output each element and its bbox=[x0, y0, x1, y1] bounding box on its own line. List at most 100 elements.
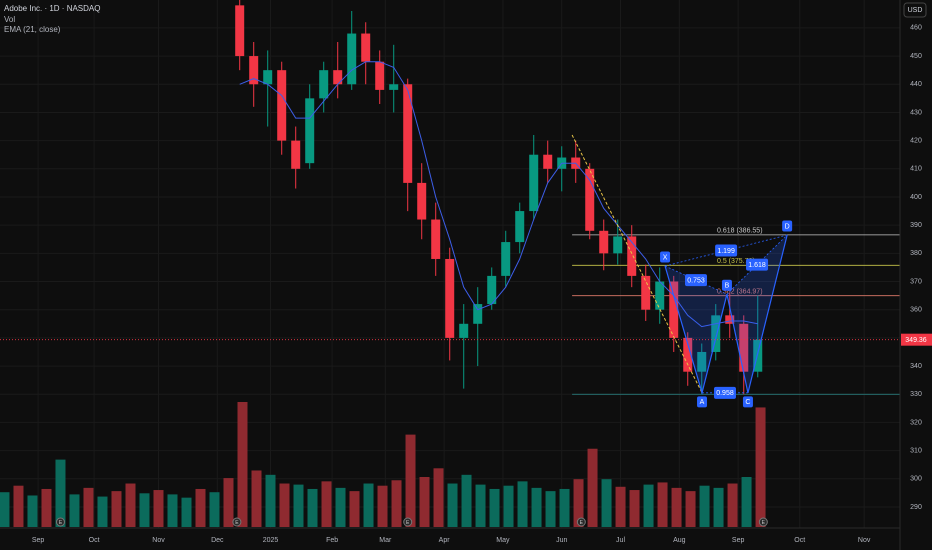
x-tick-label: May bbox=[496, 537, 510, 544]
y-tick-label: 370 bbox=[910, 278, 922, 285]
volume-bar bbox=[531, 487, 542, 527]
candle-body bbox=[473, 304, 483, 324]
candle-body bbox=[235, 5, 245, 57]
volume-bar bbox=[181, 497, 192, 527]
volume-bar bbox=[153, 490, 164, 527]
candle-body bbox=[319, 70, 329, 99]
currency-box[interactable] bbox=[903, 2, 927, 18]
candle-body bbox=[403, 84, 413, 183]
x-tick-label: 2025 bbox=[263, 537, 279, 544]
volume-bar bbox=[195, 488, 206, 527]
currency[interactable]: USD bbox=[908, 7, 923, 14]
candle-body bbox=[361, 33, 371, 62]
candle-body bbox=[711, 315, 721, 352]
overlays: 0.753 1.199 1.618 0.958 X A B C D bbox=[0, 134, 900, 408]
fib-label: 0.5 (375.76) bbox=[717, 258, 755, 265]
volume-bar bbox=[559, 488, 570, 527]
candle-body bbox=[487, 275, 497, 305]
candle-body bbox=[627, 236, 637, 276]
x-tick-label: Dec bbox=[211, 537, 224, 544]
candle-body bbox=[263, 70, 273, 85]
point-label: C bbox=[745, 399, 750, 406]
point-box bbox=[660, 251, 671, 263]
candle-body bbox=[305, 98, 315, 164]
indicator-vol: Vol bbox=[4, 15, 15, 24]
volume-bar bbox=[727, 483, 738, 527]
volume-bar bbox=[391, 480, 402, 527]
y-tick-label: 360 bbox=[910, 307, 922, 314]
volume-bar bbox=[237, 402, 248, 527]
y-tick-label: 330 bbox=[910, 391, 922, 398]
volume-bar bbox=[265, 474, 276, 527]
volume-bar bbox=[405, 434, 416, 527]
candle-body bbox=[375, 61, 385, 90]
volume-bar bbox=[377, 485, 388, 527]
y-tick-label: 380 bbox=[910, 250, 922, 257]
volume-bar bbox=[713, 487, 724, 527]
volume-bar bbox=[0, 492, 10, 527]
volume-bar bbox=[13, 485, 24, 527]
volume-bar bbox=[573, 479, 584, 527]
candle-body bbox=[529, 154, 539, 212]
point-label: D bbox=[785, 223, 790, 230]
volume-bar bbox=[307, 488, 318, 527]
x-tick-label: Jun bbox=[556, 537, 567, 544]
point-box bbox=[721, 279, 732, 291]
volume-bar bbox=[601, 479, 612, 527]
x-tick-label: Aug bbox=[673, 537, 686, 544]
x-tick-label: Mar bbox=[379, 537, 392, 544]
y-tick-label: 290 bbox=[910, 504, 922, 511]
pattern-fill bbox=[665, 266, 727, 393]
volume-bar bbox=[55, 459, 66, 527]
candle-body bbox=[347, 33, 357, 85]
ratio-box bbox=[715, 244, 738, 257]
ratio-label: 0.753 bbox=[687, 277, 705, 284]
y-tick-label: 390 bbox=[910, 222, 922, 229]
volume-bar bbox=[671, 487, 682, 527]
candle-body bbox=[697, 351, 707, 372]
volume-bar bbox=[97, 496, 108, 527]
candle-body bbox=[739, 323, 749, 372]
candle-body bbox=[683, 337, 693, 372]
candle-body bbox=[333, 70, 343, 85]
fib-label: 0.618 (386.55) bbox=[717, 228, 763, 235]
candle-body bbox=[277, 70, 287, 141]
earnings-label: E bbox=[580, 520, 584, 526]
volume-bar bbox=[293, 484, 304, 527]
volume-bar bbox=[41, 488, 52, 527]
point-box bbox=[697, 396, 708, 408]
volume-bar bbox=[433, 468, 444, 527]
y-tick-label: 430 bbox=[910, 109, 922, 116]
candle-body bbox=[501, 242, 511, 276]
x-tick-label: Oct bbox=[794, 537, 805, 544]
candle-body bbox=[417, 182, 427, 220]
y-tick-label: 420 bbox=[910, 137, 922, 144]
volume-bar bbox=[545, 491, 556, 527]
earnings-marker bbox=[403, 517, 413, 527]
candle-body bbox=[249, 56, 259, 85]
candle-body bbox=[613, 236, 623, 254]
y-tick-label: 320 bbox=[910, 419, 922, 426]
volume-bar bbox=[447, 483, 458, 527]
candle-body bbox=[459, 323, 469, 338]
x-tick-label: Nov bbox=[858, 537, 871, 544]
x-tick-label: Apr bbox=[439, 537, 451, 544]
volume-bar bbox=[279, 483, 290, 527]
volume-bar bbox=[643, 484, 654, 527]
volume-bar bbox=[503, 485, 514, 527]
volume-bar bbox=[321, 481, 332, 527]
axes: 2903003103203303403503603703803904004104… bbox=[32, 25, 932, 544]
volume-bar bbox=[209, 492, 220, 527]
ema-line bbox=[239, 61, 758, 328]
volume-bar bbox=[27, 495, 38, 527]
candle-body bbox=[431, 219, 441, 259]
earnings-label: E bbox=[406, 520, 410, 526]
volume-bar bbox=[629, 490, 640, 527]
y-tick-label: 450 bbox=[910, 53, 922, 60]
volume-bar bbox=[419, 477, 430, 527]
ratio-label: 0.958 bbox=[716, 390, 734, 397]
volume-bar bbox=[475, 484, 486, 527]
